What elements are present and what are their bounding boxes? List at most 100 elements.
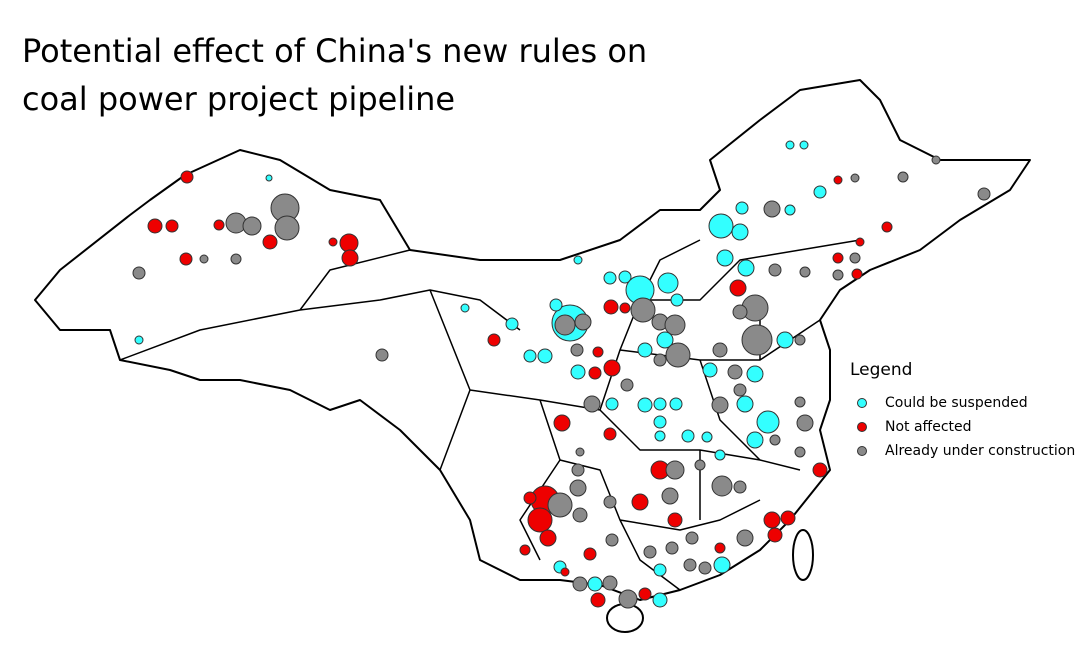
plant [179,252,193,266]
legend-label: Not affected [885,419,972,435]
legend-swatch [857,422,867,432]
plant [630,297,656,323]
plant [756,410,780,434]
plant [732,304,748,320]
plant [794,334,806,346]
legend-title: Legend [850,360,912,380]
plant [731,223,749,241]
plant [796,414,814,432]
plant [656,331,674,349]
plant [375,348,389,362]
plant [603,271,617,285]
plant [618,270,632,284]
plant [265,174,273,182]
plant [605,397,619,411]
legend-swatch [857,446,867,456]
plant [487,333,501,347]
plant [575,447,585,457]
plant [711,475,733,497]
plant [784,204,796,216]
plant [698,561,712,575]
plant [574,313,592,331]
plant [573,255,583,265]
plant [813,185,827,199]
plant [460,303,470,313]
plant [661,487,679,505]
plant [763,511,781,529]
plant [716,249,734,267]
plant [769,434,781,446]
plant [741,324,773,356]
plant [603,359,621,377]
plant [977,187,991,201]
plant [328,237,338,247]
plant [165,219,179,233]
plant [881,221,893,233]
country-outline [34,79,1031,601]
legend-swatch [857,398,867,408]
hainan [606,603,644,633]
plant [799,266,811,278]
plant [560,567,570,577]
plant [653,397,667,411]
plant [553,414,571,432]
plant [537,348,553,364]
plant [727,364,743,380]
plant [713,556,731,574]
plant [685,531,699,545]
taiwan [792,529,814,581]
plant [711,396,729,414]
plant [832,269,844,281]
plant [588,366,602,380]
plant [714,449,726,461]
plant [799,140,809,150]
plant [785,140,795,150]
plant [714,542,726,554]
plant [230,253,242,265]
plant [736,529,754,547]
plant [631,493,649,511]
plant [733,383,747,397]
plant [653,415,667,429]
plant [665,460,685,480]
plant [587,576,603,592]
plant [665,342,691,368]
plant [569,479,587,497]
plants [132,140,991,609]
plant [763,200,781,218]
plant [180,170,194,184]
plant [523,491,537,505]
legend: Could be suspended Not affected Already un… [857,395,1075,459]
plant [547,492,573,518]
plant [665,541,679,555]
plant [733,480,747,494]
plant [620,378,634,392]
plant [637,342,653,358]
plant [708,213,734,239]
plant [523,349,537,363]
plant [653,563,667,577]
plant [572,576,588,592]
plant [702,362,718,378]
plant [199,254,209,264]
plant [505,317,519,331]
plant [654,430,666,442]
plant [603,427,617,441]
plant [794,396,806,408]
plant [262,234,278,250]
plant [570,364,586,380]
plant [570,343,584,357]
plant [851,268,863,280]
plant [681,429,695,443]
plant [605,533,619,547]
plant [242,216,262,236]
plant [736,395,754,413]
plant [794,446,806,458]
plant [602,575,618,591]
plant [590,592,606,608]
plant [583,547,597,561]
plant [657,272,679,294]
plant [527,507,553,533]
plant [735,201,749,215]
plant [539,529,557,547]
